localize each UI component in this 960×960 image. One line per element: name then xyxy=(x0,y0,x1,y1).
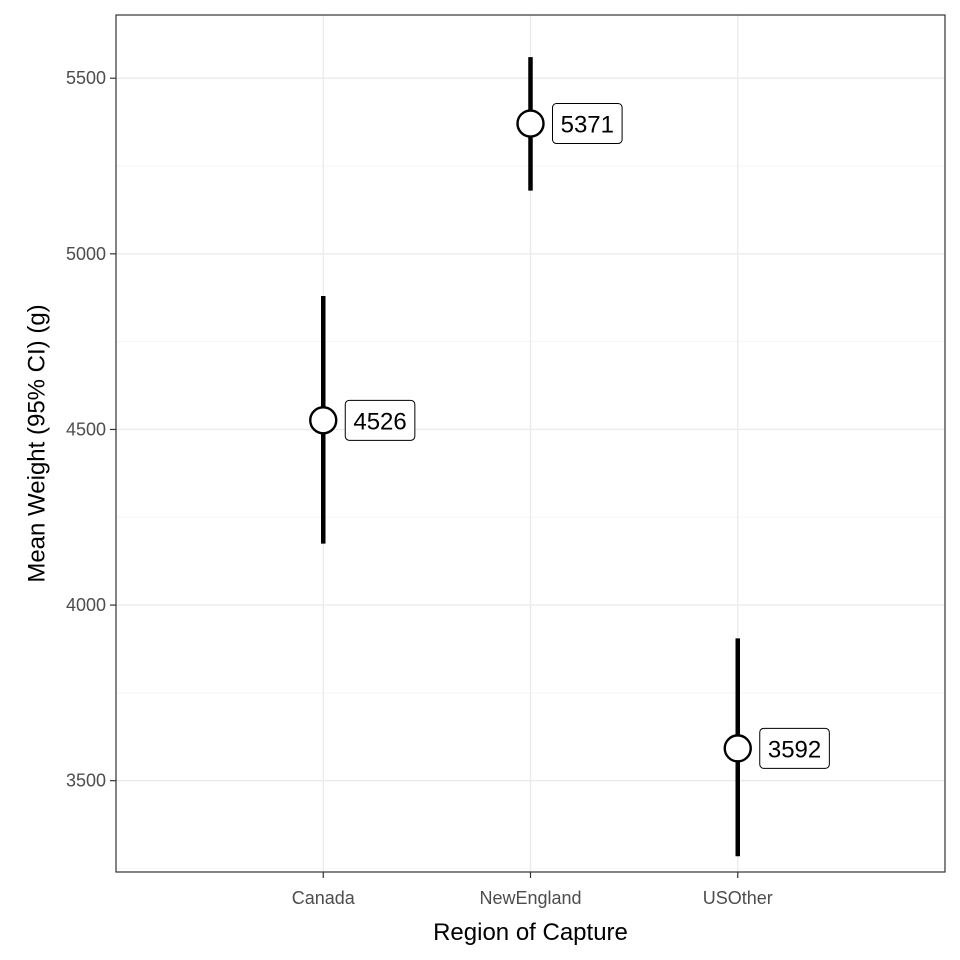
mean-point xyxy=(516,109,545,138)
data-label: 5371 xyxy=(561,112,614,139)
y-tick-label: 4500 xyxy=(66,419,106,439)
y-tick-label: 3500 xyxy=(66,771,106,791)
y-tick-label: 5500 xyxy=(66,68,106,88)
x-tick-label: NewEngland xyxy=(479,888,581,908)
axis-ticks: 3500 4000 4500 5000 5500 Canada NewEngland USOt… xyxy=(66,68,773,908)
y-tick-label: 5000 xyxy=(66,244,106,264)
mean-point xyxy=(309,406,338,435)
y-tick-label: 4000 xyxy=(66,595,106,615)
x-tick-label: Canada xyxy=(292,888,356,908)
data-label-box xyxy=(344,399,416,441)
data-label: 4526 xyxy=(353,408,406,435)
panel-border xyxy=(115,14,946,873)
data-label-box xyxy=(759,727,830,769)
mean-point xyxy=(723,734,752,763)
y-axis-title: Mean Weight (95% CI) (g) xyxy=(23,304,50,582)
data-marks: 4526 5371 3592 xyxy=(309,57,830,857)
x-axis-title: Region of Capture xyxy=(433,919,628,946)
data-label: 3592 xyxy=(768,736,821,763)
data-label-box xyxy=(552,103,623,145)
x-tick-label: USOther xyxy=(703,888,773,908)
